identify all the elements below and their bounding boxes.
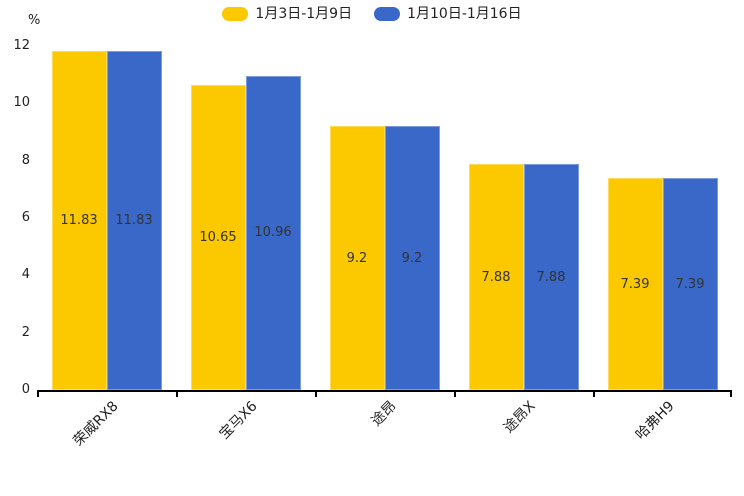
x-axis-category-label: 荣威RX8: [70, 398, 122, 450]
x-axis-category-label: 哈弗H9: [632, 398, 678, 444]
legend-label: 1月3日-1月9日: [255, 6, 353, 22]
x-axis-tick: [454, 392, 456, 397]
y-axis-tick-label: 0: [21, 382, 30, 397]
y-axis-tick-label: 6: [21, 210, 30, 225]
x-axis-tick: [176, 392, 178, 397]
bar-value-label: 11.83: [115, 212, 153, 228]
x-axis-category-label: 途昂X: [500, 398, 539, 437]
y-axis-tick-label: 8: [21, 152, 30, 168]
bar-s2-c5: 7.39: [662, 178, 718, 390]
bar-value-label: 7.88: [481, 269, 511, 285]
y-axis-unit-label: %: [28, 13, 41, 28]
bar-s1-c3: 9.2: [329, 126, 385, 390]
x-axis-tick: [593, 392, 595, 397]
bar-s1-c1: 11.83: [51, 50, 107, 390]
legend-item-series-2: 1月10日-1月16日: [374, 6, 522, 22]
bar-value-label: 10.96: [254, 225, 292, 241]
legend-swatch-icon: [222, 7, 249, 21]
bar-value-label: 9.2: [346, 250, 368, 266]
plot-area: 11.83 11.83 10.65 10.96 9.2 9.2 7.88 7.88 7.39 7.…: [37, 46, 732, 392]
bar-value-label: 7.88: [536, 269, 566, 285]
legend-item-series-1: 1月3日-1月9日: [222, 6, 352, 22]
bar-s2-c2: 10.96: [245, 75, 301, 390]
legend-label: 1月10日-1月16日: [407, 6, 522, 22]
y-axis-tick-label: 10: [13, 95, 30, 111]
x-axis-tick: [37, 392, 39, 397]
legend-swatch-icon: [374, 7, 401, 21]
bar-value-label: 7.39: [620, 276, 650, 292]
bar-s1-c5: 7.39: [607, 178, 663, 390]
chart-legend: 1月3日-1月9日 1月10日-1月16日: [0, 6, 744, 22]
bar-s2-c1: 11.83: [106, 50, 162, 390]
bar-s1-c4: 7.88: [468, 164, 524, 390]
y-axis-tick-label: 2: [21, 324, 30, 340]
y-axis-tick-label: 12: [13, 38, 30, 53]
y-axis-tick-label: 4: [21, 267, 30, 283]
bar-value-label: 7.39: [675, 276, 705, 292]
bar-s1-c2: 10.65: [190, 84, 246, 390]
bar-value-label: 11.83: [60, 212, 98, 228]
x-axis-tick: [730, 392, 732, 397]
x-axis-tick: [315, 392, 317, 397]
bar-s2-c3: 9.2: [384, 126, 440, 390]
x-axis-category-label: 宝马X6: [215, 398, 261, 443]
bar-value-label: 9.2: [401, 250, 423, 266]
bar-s2-c4: 7.88: [523, 164, 579, 390]
bar-value-label: 10.65: [199, 229, 237, 245]
x-axis-category-label: 途昂: [367, 398, 400, 430]
